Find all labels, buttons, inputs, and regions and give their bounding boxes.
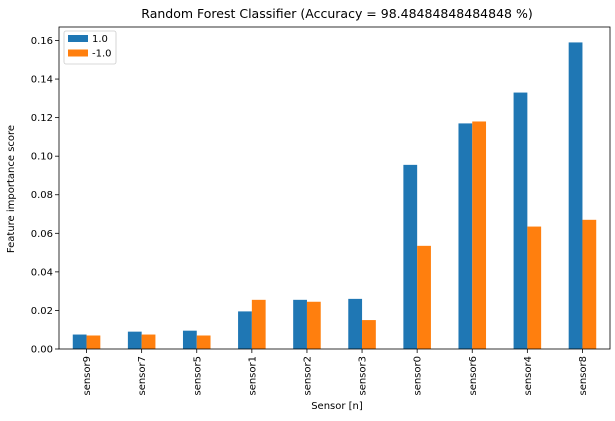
x-tick-label: sensor9 [82,356,93,396]
chart-title: Random Forest Classifier (Accuracy = 98.… [141,6,532,21]
y-tick-label: 0.02 [31,306,53,317]
x-tick-label: sensor0 [413,356,424,396]
y-tick-label: 0.14 [31,75,53,86]
legend-label: 1.0 [92,34,108,45]
bar-sensor8-series-1 [568,42,583,350]
x-tick-label: sensor3 [358,356,369,396]
x-tick-label: sensor5 [192,356,203,396]
bar-sensor9-series-2 [86,335,101,349]
bar-sensor8-series-2 [582,219,597,349]
y-tick-label: 0.12 [31,113,53,124]
bar-sensor9-series-1 [72,334,87,349]
bar-sensor7-series-2 [141,334,156,349]
x-tick-label: sensor6 [468,356,479,396]
bar-sensor5-series-1 [182,330,197,349]
x-tick-label: sensor8 [578,356,589,396]
bar-sensor2-series-1 [293,299,307,349]
bar-sensor7-series-1 [127,331,142,349]
bar-sensor6-series-2 [472,121,487,349]
legend-swatch [68,35,88,42]
legend-swatch [68,49,88,57]
y-tick-label: 0.16 [31,36,53,47]
plot-area: 0.00 0.02 0.04 0.06 0.08 0.10 0.12 0.14 0.16 sens… [31,26,611,396]
x-tick-label: sensor7 [137,356,148,396]
bar-sensor5-series-2 [196,335,211,349]
y-tick-label: 0.04 [31,267,53,278]
bar-sensor2-series-2 [306,301,321,349]
bar-sensor4-series-2 [527,226,542,349]
bar-sensor3-series-2 [362,320,376,349]
y-tick-label: 0.08 [31,190,53,201]
bar-sensor0-series-2 [417,245,431,349]
y-tick-label: 0.06 [31,229,53,240]
axes-frame [58,26,611,350]
legend: 1.0 -1.0 [63,30,117,65]
bar-sensor6-series-1 [458,123,473,349]
x-tick-label: sensor4 [523,356,534,396]
x-tick-label: sensor1 [247,356,258,396]
y-tick-label: 0.10 [31,152,53,163]
bar-sensor0-series-1 [403,164,418,349]
y-tick-label: 0.00 [31,345,53,356]
legend-label: -1.0 [92,49,112,60]
bar-sensor1-series-2 [251,299,266,349]
bar-sensor1-series-1 [238,311,252,349]
bar-sensor3-series-1 [348,298,363,349]
bar-sensor4-series-1 [513,92,528,349]
y-axis-label: Feature importance score [6,125,17,253]
x-axis-label: Sensor [n] [311,401,363,412]
x-tick-label: sensor2 [302,356,313,396]
